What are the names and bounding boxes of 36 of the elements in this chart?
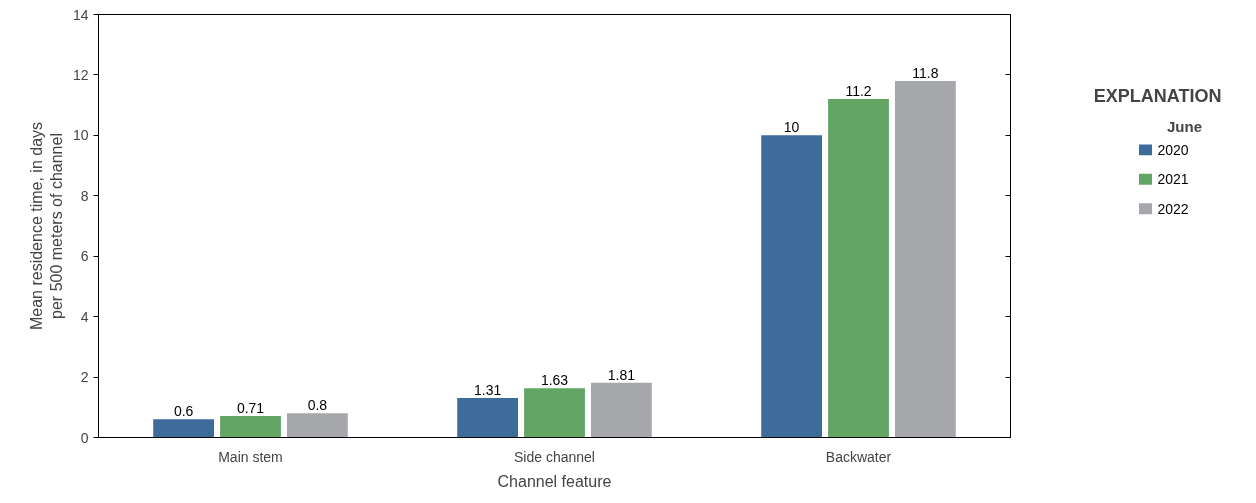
legend-label: 2021: [1157, 171, 1189, 188]
y-tick-label: 14: [72, 6, 89, 23]
bar: [286, 413, 348, 438]
y-tick-label: 12: [72, 66, 89, 83]
bar: [828, 99, 889, 438]
data-label: 1.63: [540, 372, 569, 389]
y-tick-label: 10: [72, 127, 89, 144]
bar: [153, 419, 215, 438]
bar: [457, 397, 519, 438]
legend-label: 2020: [1157, 141, 1189, 158]
data-label: 11.8: [912, 64, 939, 81]
x-tick-label: Main stem: [218, 448, 283, 465]
data-label: 0.8: [307, 397, 328, 414]
y-tick-label: 8: [80, 187, 89, 204]
bar: [220, 416, 281, 438]
data-label: 1.31: [474, 381, 502, 398]
data-label: 10: [783, 119, 800, 136]
bar: [590, 382, 652, 438]
data-label: 0.6: [173, 403, 194, 420]
data-label: 0.71: [236, 400, 265, 417]
y-tick-label: 2: [80, 369, 89, 386]
y-tick-label: 0: [80, 429, 89, 446]
bar: [894, 80, 956, 438]
y-axis-title: Mean residence time, in days per 500 meters of channel: [27, 121, 65, 331]
bar: [761, 135, 823, 438]
data-label: 11.2: [845, 83, 872, 100]
x-axis-title: Channel feature: [497, 472, 612, 490]
text: EXPLANATION: [1093, 86, 1222, 107]
x-tick-label: Side channel: [514, 448, 595, 465]
y-tick-label: 4: [80, 308, 89, 325]
y-tick-label: 6: [80, 248, 89, 265]
data-label: 1.81: [607, 366, 636, 383]
legend-label: 2022: [1157, 200, 1189, 217]
bar: [524, 388, 585, 438]
legend-title: June: [1167, 117, 1203, 135]
x-tick-label: Backwater: [825, 448, 892, 465]
